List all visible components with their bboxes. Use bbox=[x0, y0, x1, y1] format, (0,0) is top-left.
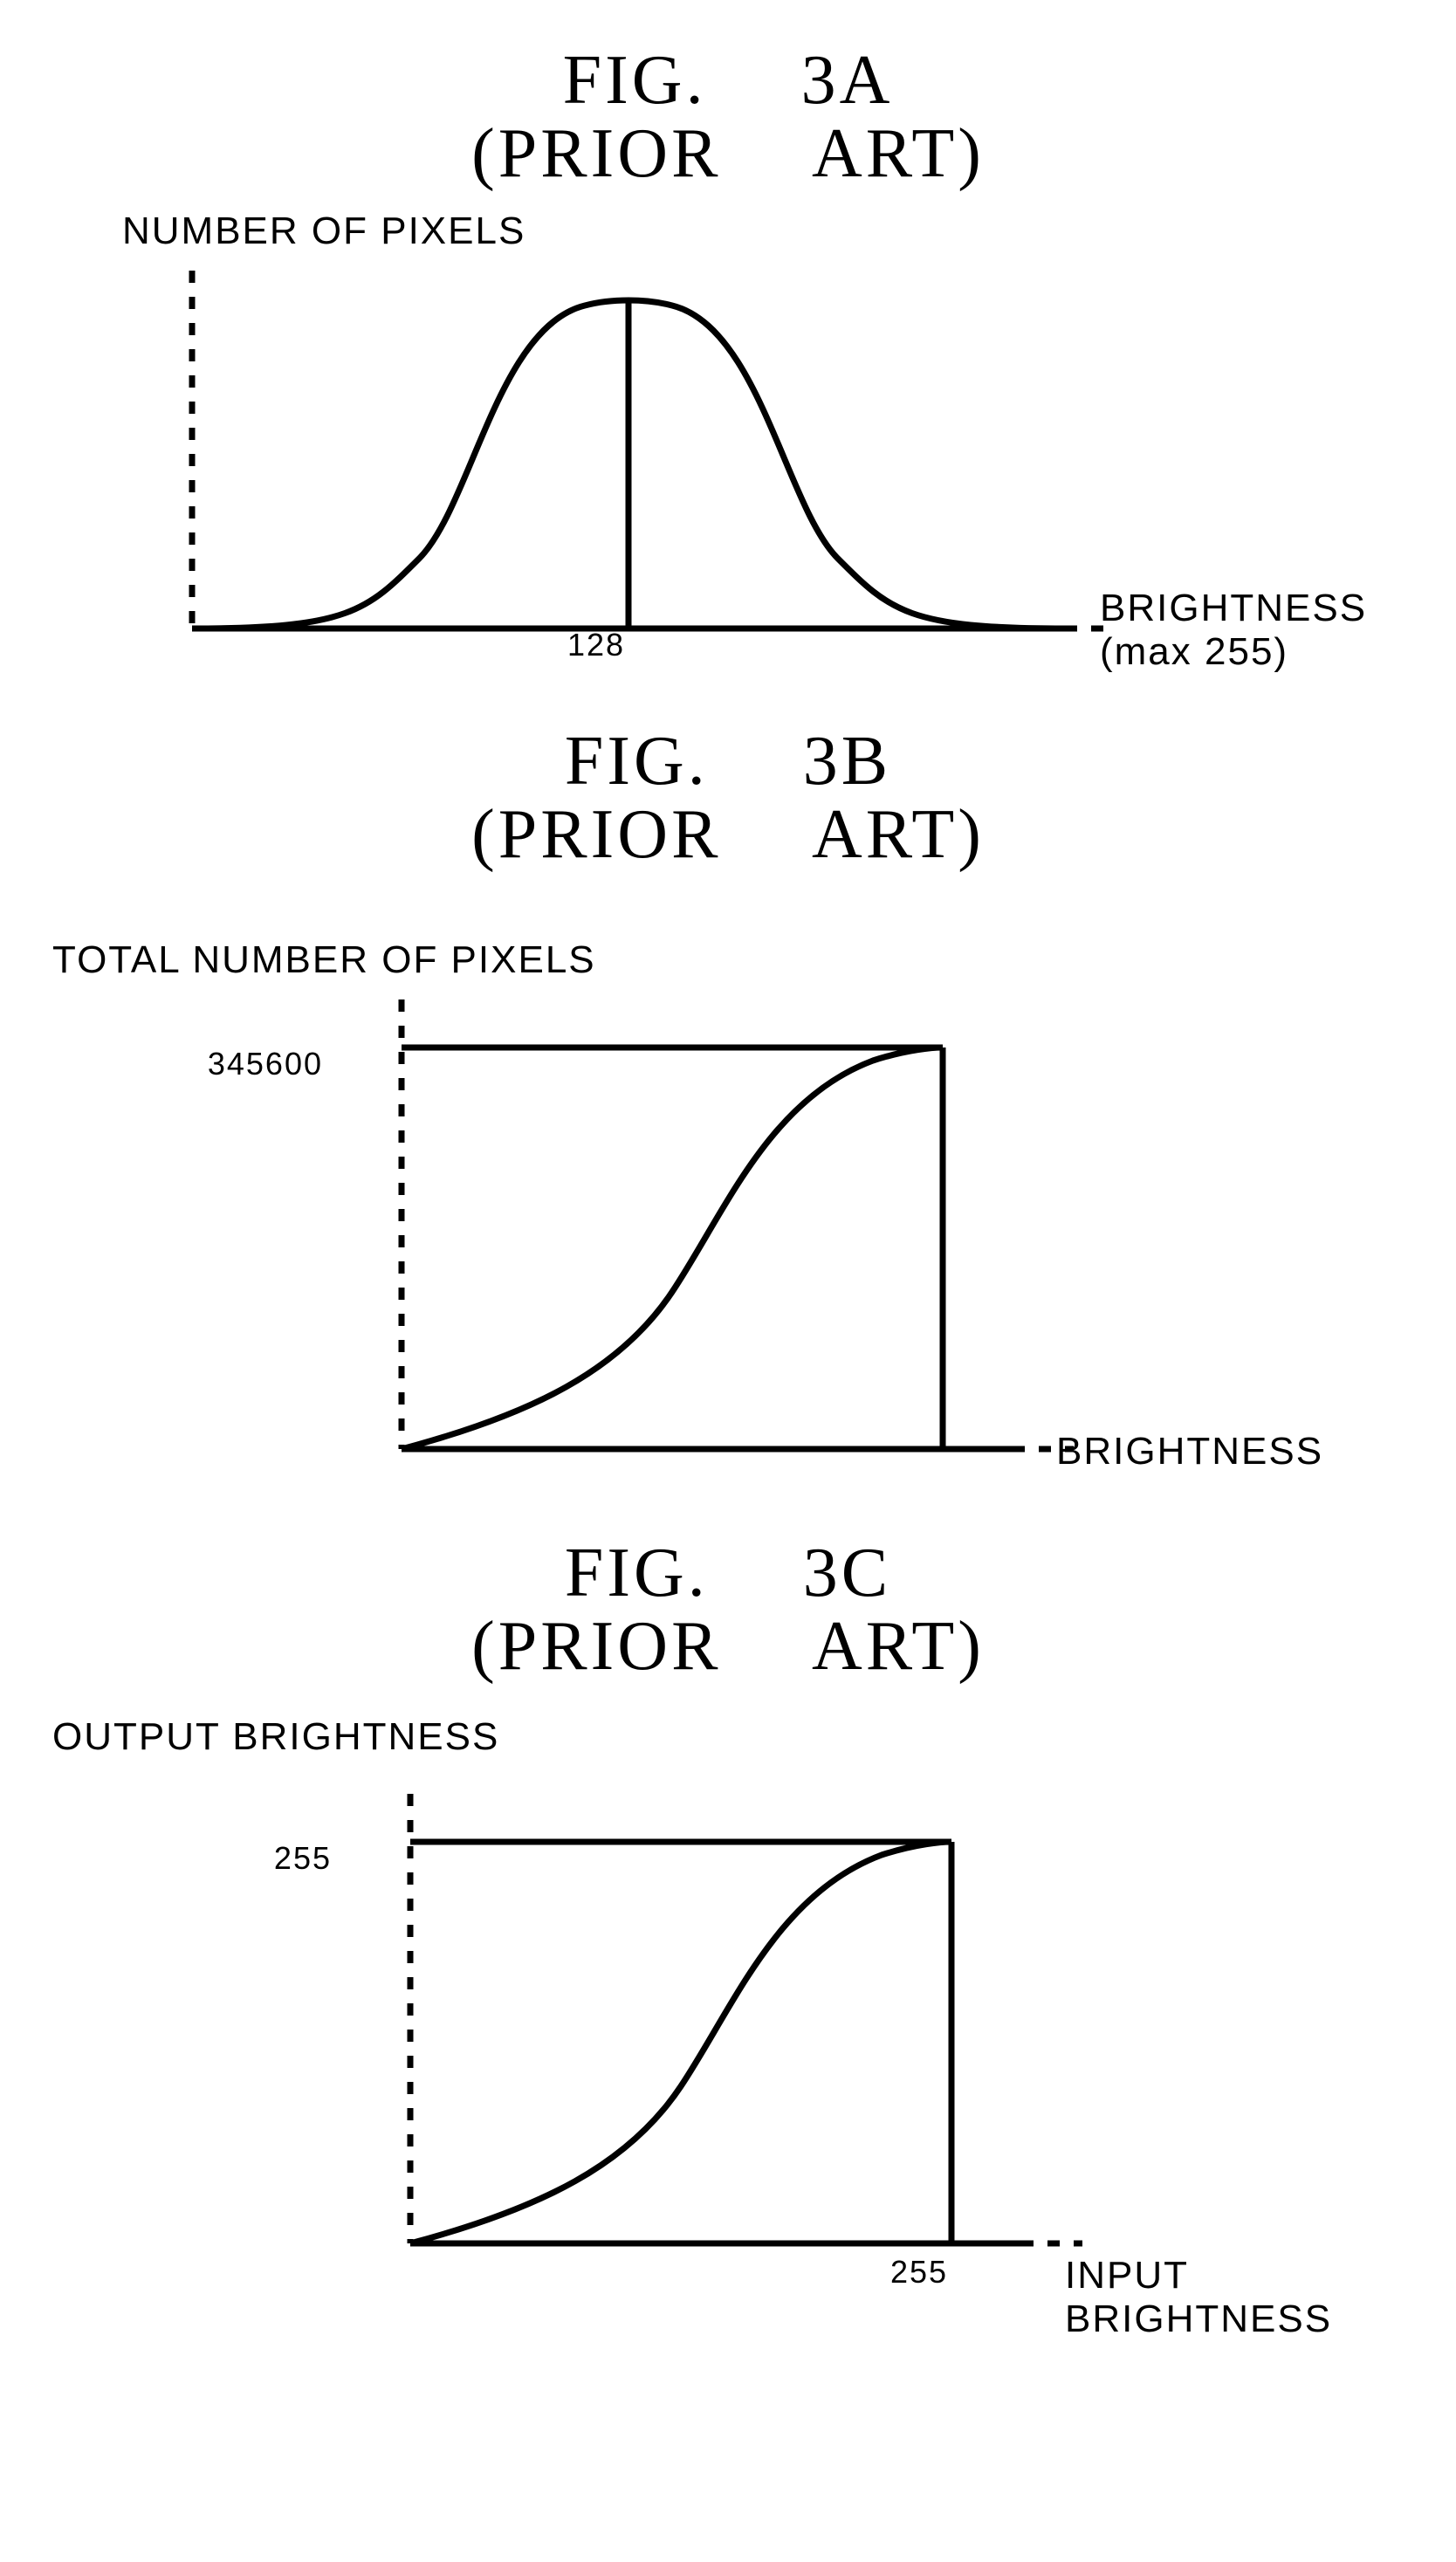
fig-3a-plot bbox=[157, 262, 1117, 663]
fig-3b-title-line2: (PRIOR ART) bbox=[0, 798, 1456, 871]
fig-3c-ytick: 255 bbox=[262, 1840, 332, 1877]
figure-3b: FIG. 3B (PRIOR ART) TOTAL NUMBER OF PIXE… bbox=[0, 725, 1456, 871]
fig-3b-title-line1: FIG. 3B bbox=[0, 725, 1456, 798]
fig-3b-plot bbox=[367, 995, 1082, 1519]
fig-3b-ylabel: TOTAL NUMBER OF PIXELS bbox=[52, 938, 596, 982]
fig-3b-ytick: 345600 bbox=[192, 1046, 323, 1082]
fig-3a-xlabel-line2: (max 255) bbox=[1100, 630, 1288, 674]
fig-3c-title-line2: (PRIOR ART) bbox=[0, 1610, 1456, 1683]
figure-3a: FIG. 3A (PRIOR ART) NUMBER OF PIXELS 128… bbox=[0, 44, 1456, 190]
fig-3c-curve bbox=[410, 1842, 951, 2243]
fig-3a-title-line1: FIG. 3A bbox=[0, 44, 1456, 117]
fig-3c-xlabel: INPUT BRIGHTNESS bbox=[1065, 2254, 1456, 2341]
fig-3c-plot bbox=[375, 1789, 1091, 2348]
fig-3c-ylabel: OUTPUT BRIGHTNESS bbox=[52, 1715, 499, 1759]
fig-3a-title-line2: (PRIOR ART) bbox=[0, 117, 1456, 190]
figure-3c: FIG. 3C (PRIOR ART) OUTPUT BRIGHTNESS 25… bbox=[0, 1536, 1456, 1683]
fig-3c-xtick: 255 bbox=[890, 2254, 948, 2291]
fig-3a-xlabel-line1: BRIGHTNESS bbox=[1100, 587, 1367, 630]
fig-3b-curve bbox=[402, 1047, 943, 1449]
fig-3a-ylabel: NUMBER OF PIXELS bbox=[122, 209, 525, 253]
fig-3c-title-line1: FIG. 3C bbox=[0, 1536, 1456, 1610]
fig-3a-xtick-128: 128 bbox=[567, 627, 625, 663]
page: FIG. 3A (PRIOR ART) NUMBER OF PIXELS 128… bbox=[0, 0, 1456, 2562]
fig-3b-xlabel: BRIGHTNESS bbox=[1056, 1430, 1323, 1473]
